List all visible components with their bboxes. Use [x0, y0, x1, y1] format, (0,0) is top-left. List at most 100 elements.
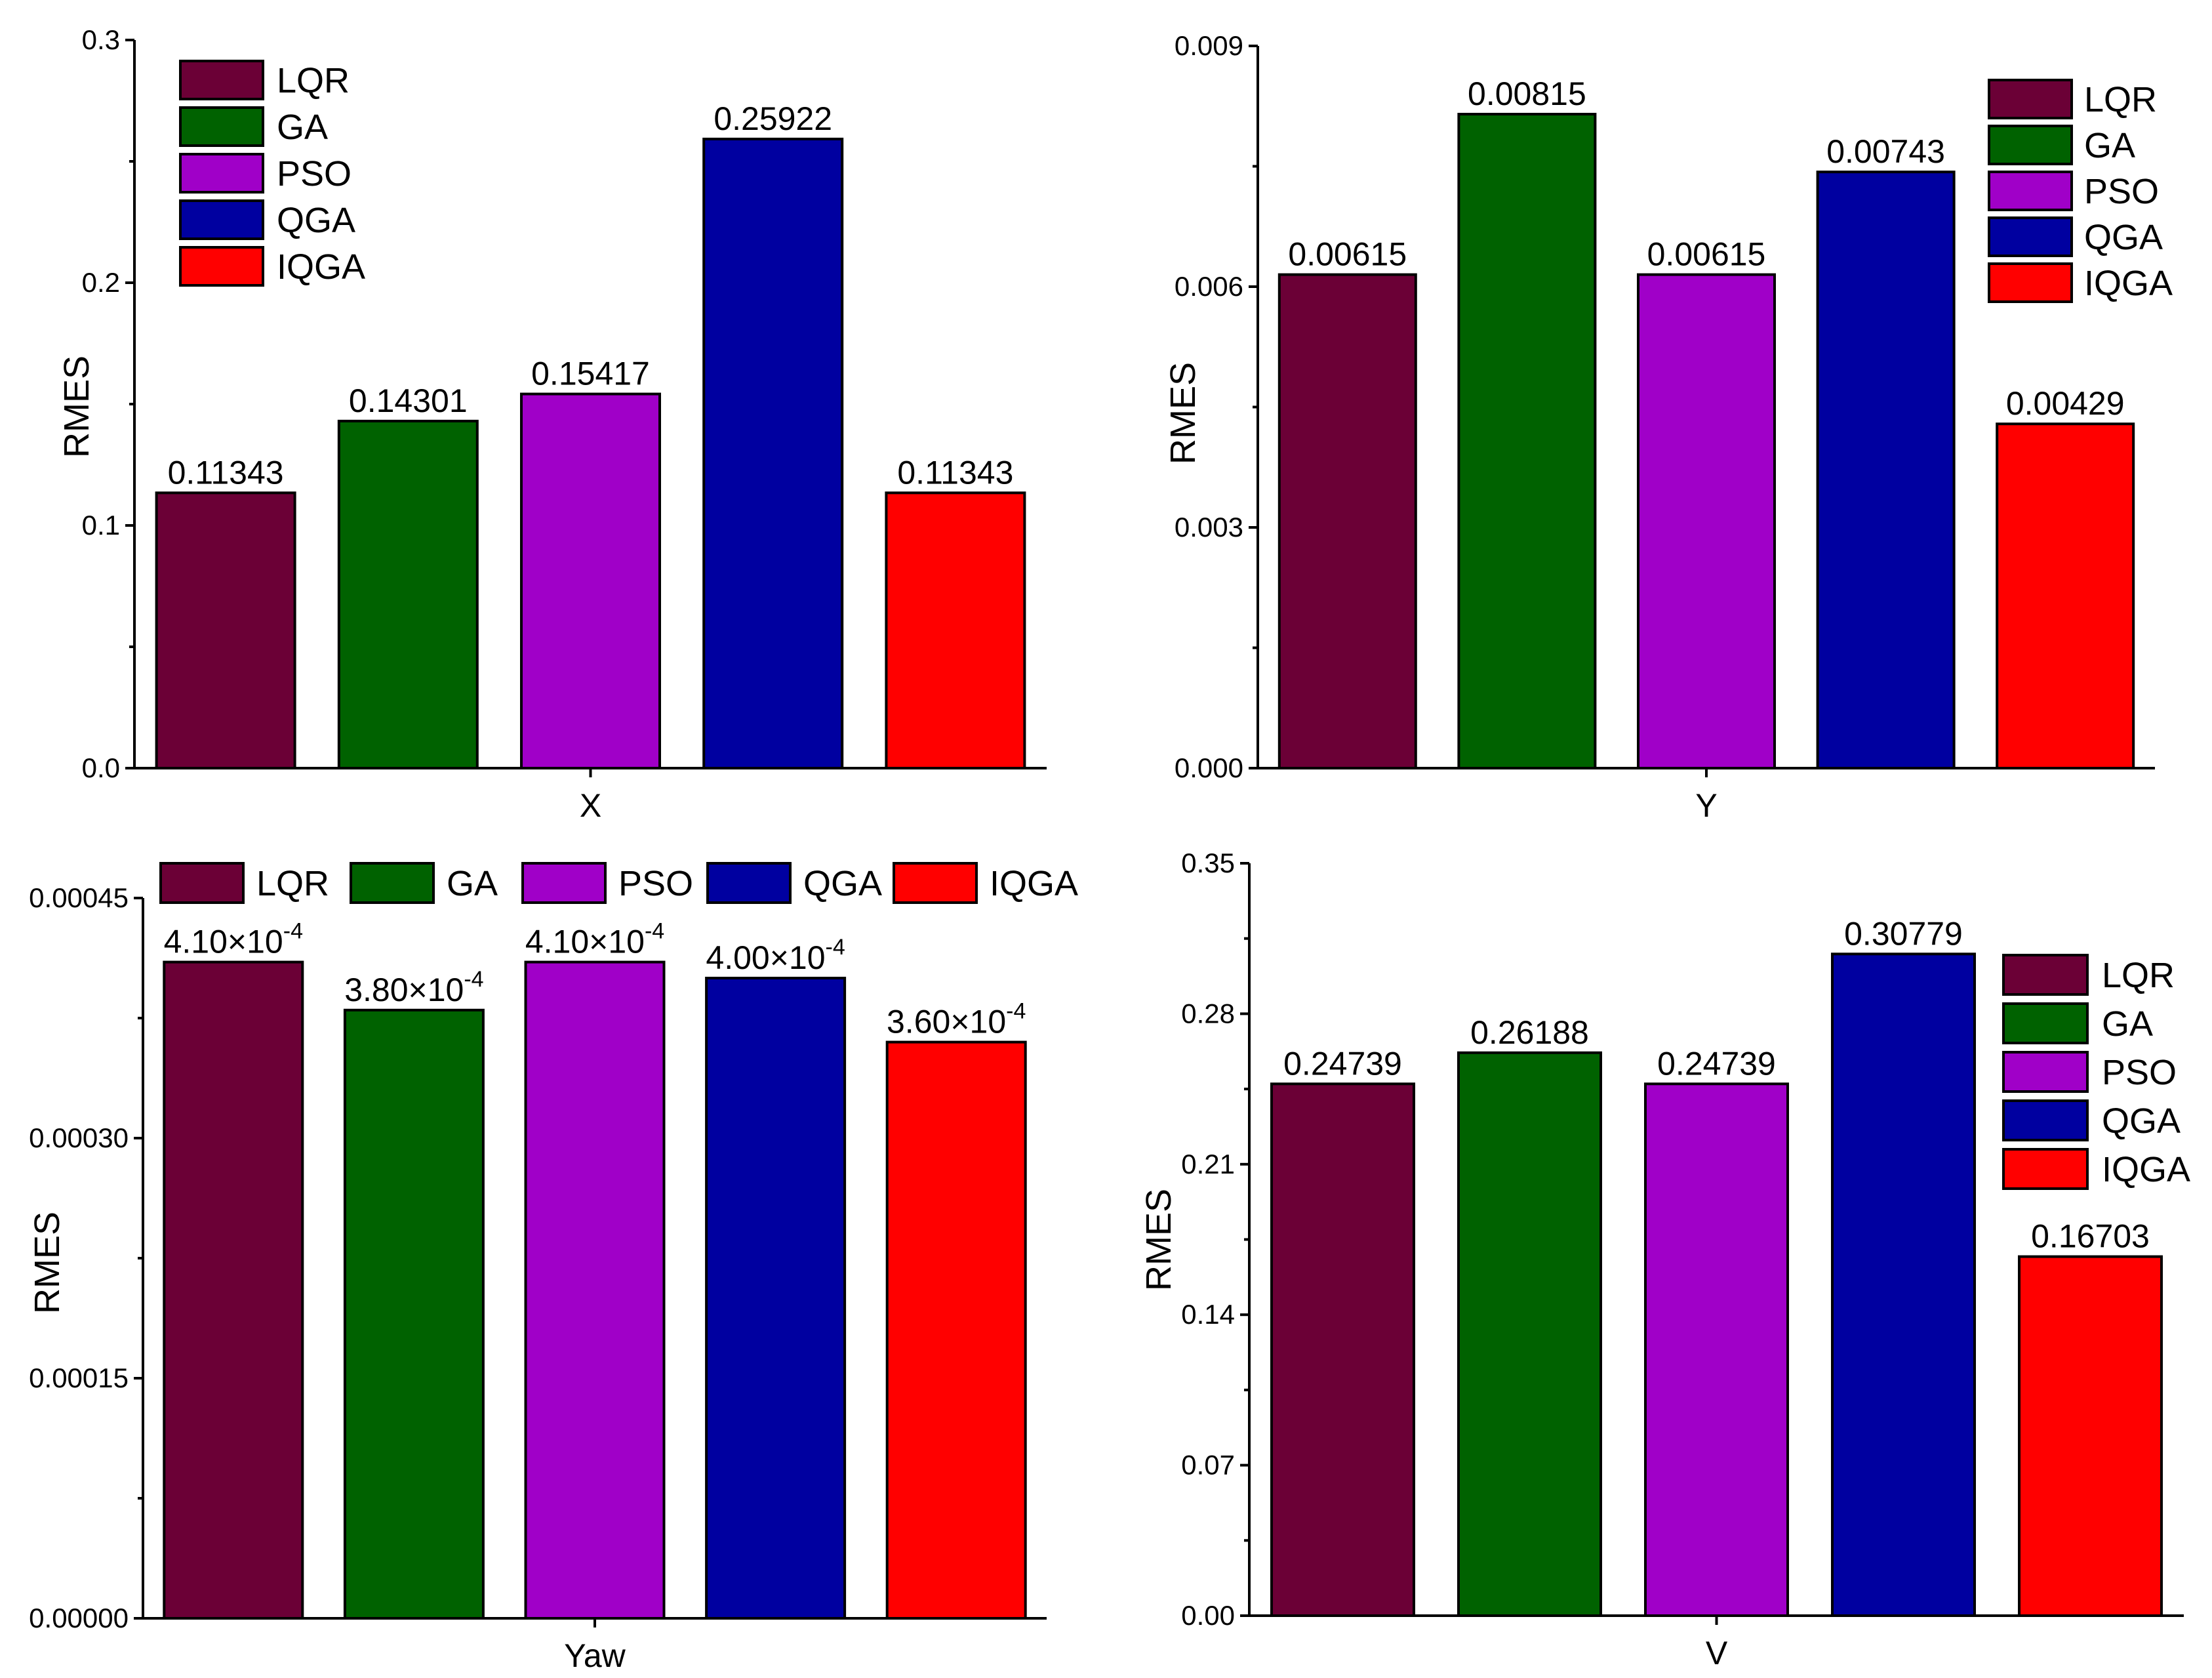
data-label: 4.10×10-4	[164, 919, 303, 960]
y-tick-label: 0.21	[1181, 1149, 1235, 1179]
y-tick-label: 0.009	[1175, 30, 1243, 61]
x-axis-label: Y	[1695, 787, 1717, 824]
data-label-value: 0.00615	[1647, 236, 1766, 273]
legend-label-pso: PSO	[2084, 172, 2159, 211]
data-label-value: 0.11343	[168, 454, 284, 491]
data-label-exponent: -4	[464, 967, 483, 992]
legend: LQR GA PSO QGA IQGA	[179, 60, 365, 287]
y-tick-label: 0.0	[82, 752, 120, 783]
bar-pso	[1637, 273, 1776, 770]
data-label: 4.10×10-4	[525, 919, 664, 960]
data-label-value: 0.24739	[1657, 1045, 1776, 1082]
legend-swatch-qga	[179, 199, 264, 240]
bar-lqr	[155, 491, 296, 769]
data-label: 3.80×10-4	[344, 967, 483, 1008]
legend-swatch-qga	[1988, 216, 2073, 257]
data-label-value: 4.00×10	[706, 939, 825, 976]
data-label: 0.24739	[1657, 1045, 1776, 1082]
legend-label-lqr: LQR	[277, 61, 350, 100]
chart-panel-1: 0.11343 0.14301 0.15417 0.25922 0.11343 0.0 0.…	[57, 24, 1047, 824]
legend-label-iqga: IQGA	[2084, 264, 2173, 303]
legend-label-qga: QGA	[803, 864, 882, 903]
data-label-value: 0.00815	[1468, 75, 1586, 112]
data-label-exponent: -4	[283, 919, 303, 944]
y-tick-label: 0.00045	[29, 882, 129, 913]
data-label-exponent: -4	[1006, 999, 1026, 1024]
y-tick-label: 0.3	[82, 24, 120, 55]
legend-label-ga: GA	[2084, 126, 2135, 165]
legend-label-lqr: LQR	[256, 864, 329, 903]
legend-swatch-lqr	[1988, 79, 2073, 119]
y-tick-label: 0.00000	[29, 1603, 129, 1633]
data-label: 0.15417	[531, 356, 650, 392]
data-label: 0.26188	[1470, 1014, 1589, 1051]
legend-swatch-ga	[2002, 1002, 2089, 1044]
y-axis-label: RMES	[28, 1212, 67, 1314]
chart-panel-3: 4.10×10-43.80×10-44.10×10-44.00×10-43.60…	[28, 862, 1078, 1674]
legend-label-lqr: LQR	[2102, 956, 2175, 995]
legend-label-pso: PSO	[2102, 1053, 2177, 1092]
chart-panel-4: 0.24739 0.26188 0.24739 0.30779 0.16703 0.00 0…	[1139, 848, 2190, 1671]
data-label: 0.11343	[897, 454, 1013, 491]
data-label-value: 4.10×10	[164, 924, 283, 960]
y-tick-label: 0.14	[1181, 1299, 1235, 1330]
legend-swatch-pso	[521, 862, 607, 904]
legend-label-pso: PSO	[618, 864, 693, 903]
legend-label-ga: GA	[2102, 1004, 2153, 1044]
bar-ga	[337, 419, 479, 769]
y-tick-label: 0.00	[1181, 1600, 1235, 1631]
y-tick-label: 0.28	[1181, 998, 1235, 1029]
legend-swatch-ga	[350, 862, 435, 904]
y-axis-label: RMES	[1163, 362, 1203, 464]
legend-swatch-qga	[706, 862, 792, 904]
data-label: 0.16703	[2031, 1218, 2150, 1255]
legend-swatch-iqga	[1988, 262, 2073, 303]
data-label-exponent: -4	[645, 919, 664, 944]
bar-iqga	[885, 491, 1026, 769]
legend-label-iqga: IQGA	[990, 864, 1078, 903]
legend-label-iqga: IQGA	[2102, 1150, 2190, 1189]
data-label: 0.14301	[349, 382, 468, 419]
x-axis-label: X	[580, 787, 601, 824]
y-tick-label: 0.000	[1175, 752, 1243, 783]
data-label-value: 3.80×10	[344, 972, 464, 1008]
data-label-value: 0.25922	[714, 100, 832, 137]
data-label-value: 0.26188	[1470, 1014, 1589, 1051]
bar-lqr	[1277, 273, 1417, 770]
bar-pso	[524, 960, 666, 1620]
data-label: 0.00615	[1288, 236, 1407, 273]
data-label-value: 0.00743	[1826, 133, 1945, 170]
bar-qga	[702, 137, 844, 769]
y-axis-label: RMES	[1139, 1189, 1178, 1291]
legend-label-qga: QGA	[2084, 218, 2163, 257]
legend-swatch-pso	[1988, 171, 2073, 211]
y-axis-label: RMES	[57, 356, 96, 458]
bar-ga	[1457, 113, 1597, 769]
legend-swatch-lqr	[179, 60, 264, 100]
data-label-value: 0.00429	[2006, 385, 2125, 422]
data-label-value: 4.10×10	[525, 924, 645, 960]
chart-panel-2: 0.00615 0.00815 0.00615 0.00743 0.00429 0.000…	[1163, 30, 2173, 824]
legend-swatch-ga	[1988, 125, 2073, 165]
data-label-value: 0.24739	[1283, 1045, 1402, 1082]
data-label-value: 0.00615	[1288, 236, 1407, 273]
x-axis-label: V	[1706, 1635, 1728, 1671]
data-label: 0.30779	[1844, 915, 1963, 952]
data-label-value: 0.15417	[531, 356, 650, 392]
legend-swatch-lqr	[2002, 954, 2089, 996]
data-label-value: 0.14301	[349, 382, 468, 419]
y-tick-label: 0.006	[1175, 271, 1243, 302]
bar-qga	[1816, 171, 1956, 770]
legend-swatch-iqga	[893, 862, 978, 904]
bar-qga	[705, 977, 847, 1620]
legend-swatch-iqga	[2002, 1148, 2089, 1190]
data-label-value: 3.60×10	[887, 1004, 1006, 1040]
legend-label-ga: GA	[277, 108, 328, 147]
y-tick-label: 0.35	[1181, 848, 1235, 878]
legend-swatch-qga	[2002, 1099, 2089, 1141]
data-label: 3.60×10-4	[887, 999, 1026, 1040]
legend: LQR GA PSO QGA IQGA	[1988, 79, 2173, 303]
y-tick-label: 0.00030	[29, 1122, 129, 1153]
data-label-value: 0.30779	[1844, 915, 1963, 952]
